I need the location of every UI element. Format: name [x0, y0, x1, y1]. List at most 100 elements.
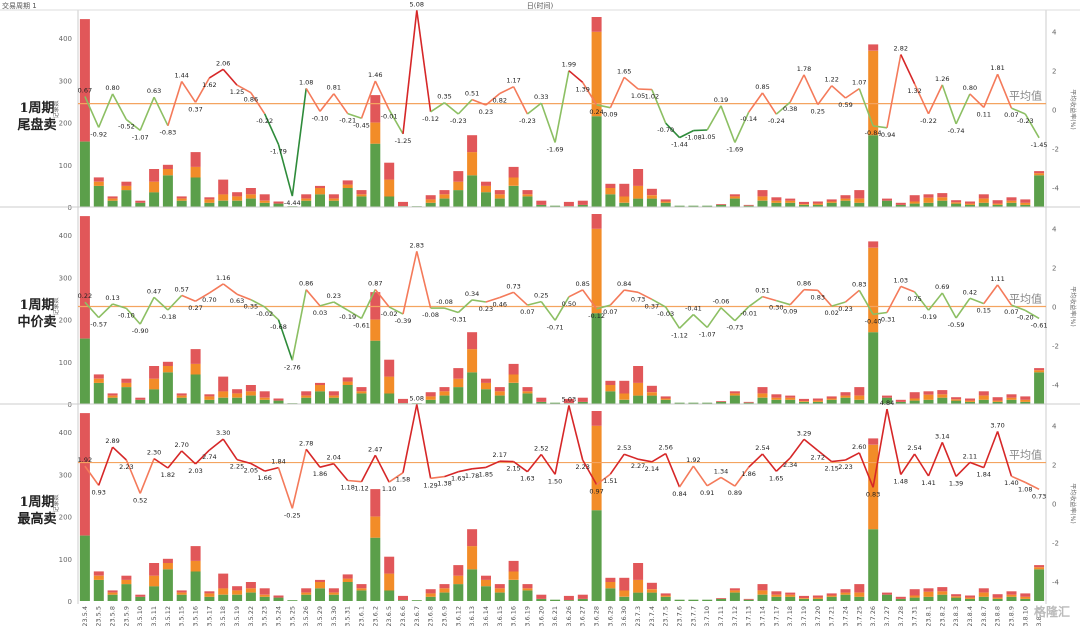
return-line-segment [913, 453, 930, 477]
data-label: 0.15 [977, 307, 991, 315]
data-label: -0.12 [588, 312, 605, 320]
bar-green [812, 204, 823, 207]
return-line-segment [139, 458, 155, 494]
data-label: 0.35 [244, 303, 258, 311]
bar-green [937, 397, 948, 404]
bar-green [135, 202, 146, 207]
bar-orange [149, 181, 160, 193]
data-label: 0.23 [479, 305, 493, 313]
data-label: 2.23 [838, 463, 852, 471]
bar-green [522, 196, 533, 207]
data-label: -0.20 [1017, 313, 1034, 321]
data-label: -0.71 [547, 323, 564, 331]
bar-green [951, 203, 962, 207]
bar-red [757, 190, 768, 197]
data-label: 0.97 [589, 488, 603, 496]
data-label: 2.89 [105, 437, 119, 445]
bar-green [107, 397, 118, 404]
data-label: 2.03 [188, 467, 202, 475]
bar-orange [923, 394, 934, 400]
return-line-segment [444, 470, 459, 478]
bar-green [342, 582, 353, 601]
return-line-segment [609, 453, 625, 475]
bar-orange [494, 194, 505, 199]
bar-green [646, 198, 657, 207]
data-label: 0.83 [866, 490, 880, 498]
right-tick-label: 0 [1052, 501, 1056, 509]
average-label: 平均值 [1009, 293, 1042, 306]
data-label: 0.02 [824, 309, 838, 317]
data-label: 2.83 [410, 241, 424, 249]
return-line-segment [194, 449, 210, 465]
bar-orange [232, 590, 243, 595]
x-tick-label: 23.6.20 [537, 606, 545, 626]
bar-green [384, 590, 395, 601]
bar-green [992, 204, 1003, 207]
data-label: 2.54 [907, 444, 921, 452]
right-tick-label: 4 [1052, 29, 1057, 37]
data-label: 0.86 [244, 96, 258, 104]
data-label: -0.61 [1031, 321, 1048, 329]
bar-green [674, 402, 685, 404]
bar-red [135, 397, 146, 400]
bar-red [93, 571, 104, 576]
data-label: 0.59 [838, 101, 852, 109]
bar-red [162, 558, 173, 563]
return-line-segment [112, 446, 127, 461]
return-line-segment [969, 297, 985, 305]
bar-red [591, 214, 602, 229]
bar-green [439, 395, 450, 404]
return-line-segment [886, 408, 902, 475]
bar-green [743, 205, 754, 207]
bar-red [826, 396, 837, 399]
data-label: -0.19 [339, 313, 356, 321]
return-line-segment [416, 404, 432, 479]
bar-orange [729, 196, 740, 199]
bar-green [646, 592, 657, 601]
right-tick-label: -2 [1052, 540, 1059, 548]
data-label: 0.23 [327, 292, 341, 300]
bar-green [522, 590, 533, 601]
return-line-segment [195, 292, 210, 302]
return-line-segment [1011, 304, 1026, 312]
bar-green [895, 598, 906, 601]
return-line-segment [1024, 481, 1040, 491]
return-line-segment [305, 87, 321, 112]
bar-red [121, 378, 132, 383]
data-label: 2.78 [299, 439, 313, 447]
return-line-segment [526, 453, 542, 473]
data-label: -0.10 [312, 114, 329, 122]
bar-green [550, 402, 561, 404]
bar-orange [937, 197, 948, 201]
return-line-segment [706, 476, 722, 487]
x-tick-label: 23.8.3 [952, 606, 960, 626]
x-tick-label: 23.5.10 [136, 606, 144, 626]
bar-red [619, 380, 630, 394]
return-line-segment [291, 449, 307, 509]
data-label: -0.23 [519, 117, 536, 125]
bar-red [716, 598, 727, 599]
return-line-segment [803, 74, 819, 105]
panel-3-line1: 1周期 [19, 495, 55, 510]
data-label: 1.18 [340, 484, 354, 492]
x-tick-label: 23.5.23 [261, 606, 269, 626]
bar-orange [909, 398, 920, 401]
bar-red [342, 574, 353, 579]
x-tick-label: 23.7.21 [828, 606, 836, 626]
data-label: 1.78 [465, 472, 479, 480]
data-label: 0.73 [506, 282, 520, 290]
bar-orange [840, 592, 851, 595]
data-label: -0.90 [132, 327, 149, 335]
return-line-segment [720, 476, 736, 487]
bar-red [812, 595, 823, 598]
data-label: 2.17 [493, 451, 507, 459]
bar-green [121, 584, 132, 601]
right-tick-label: 0 [1052, 304, 1056, 312]
bar-orange [757, 590, 768, 595]
bar-orange [923, 591, 934, 597]
bar-green [840, 594, 851, 601]
return-line-segment [139, 296, 155, 325]
bar-red [162, 361, 173, 366]
left-tick-label: 200 [59, 514, 72, 522]
return-line-segment [167, 450, 183, 469]
